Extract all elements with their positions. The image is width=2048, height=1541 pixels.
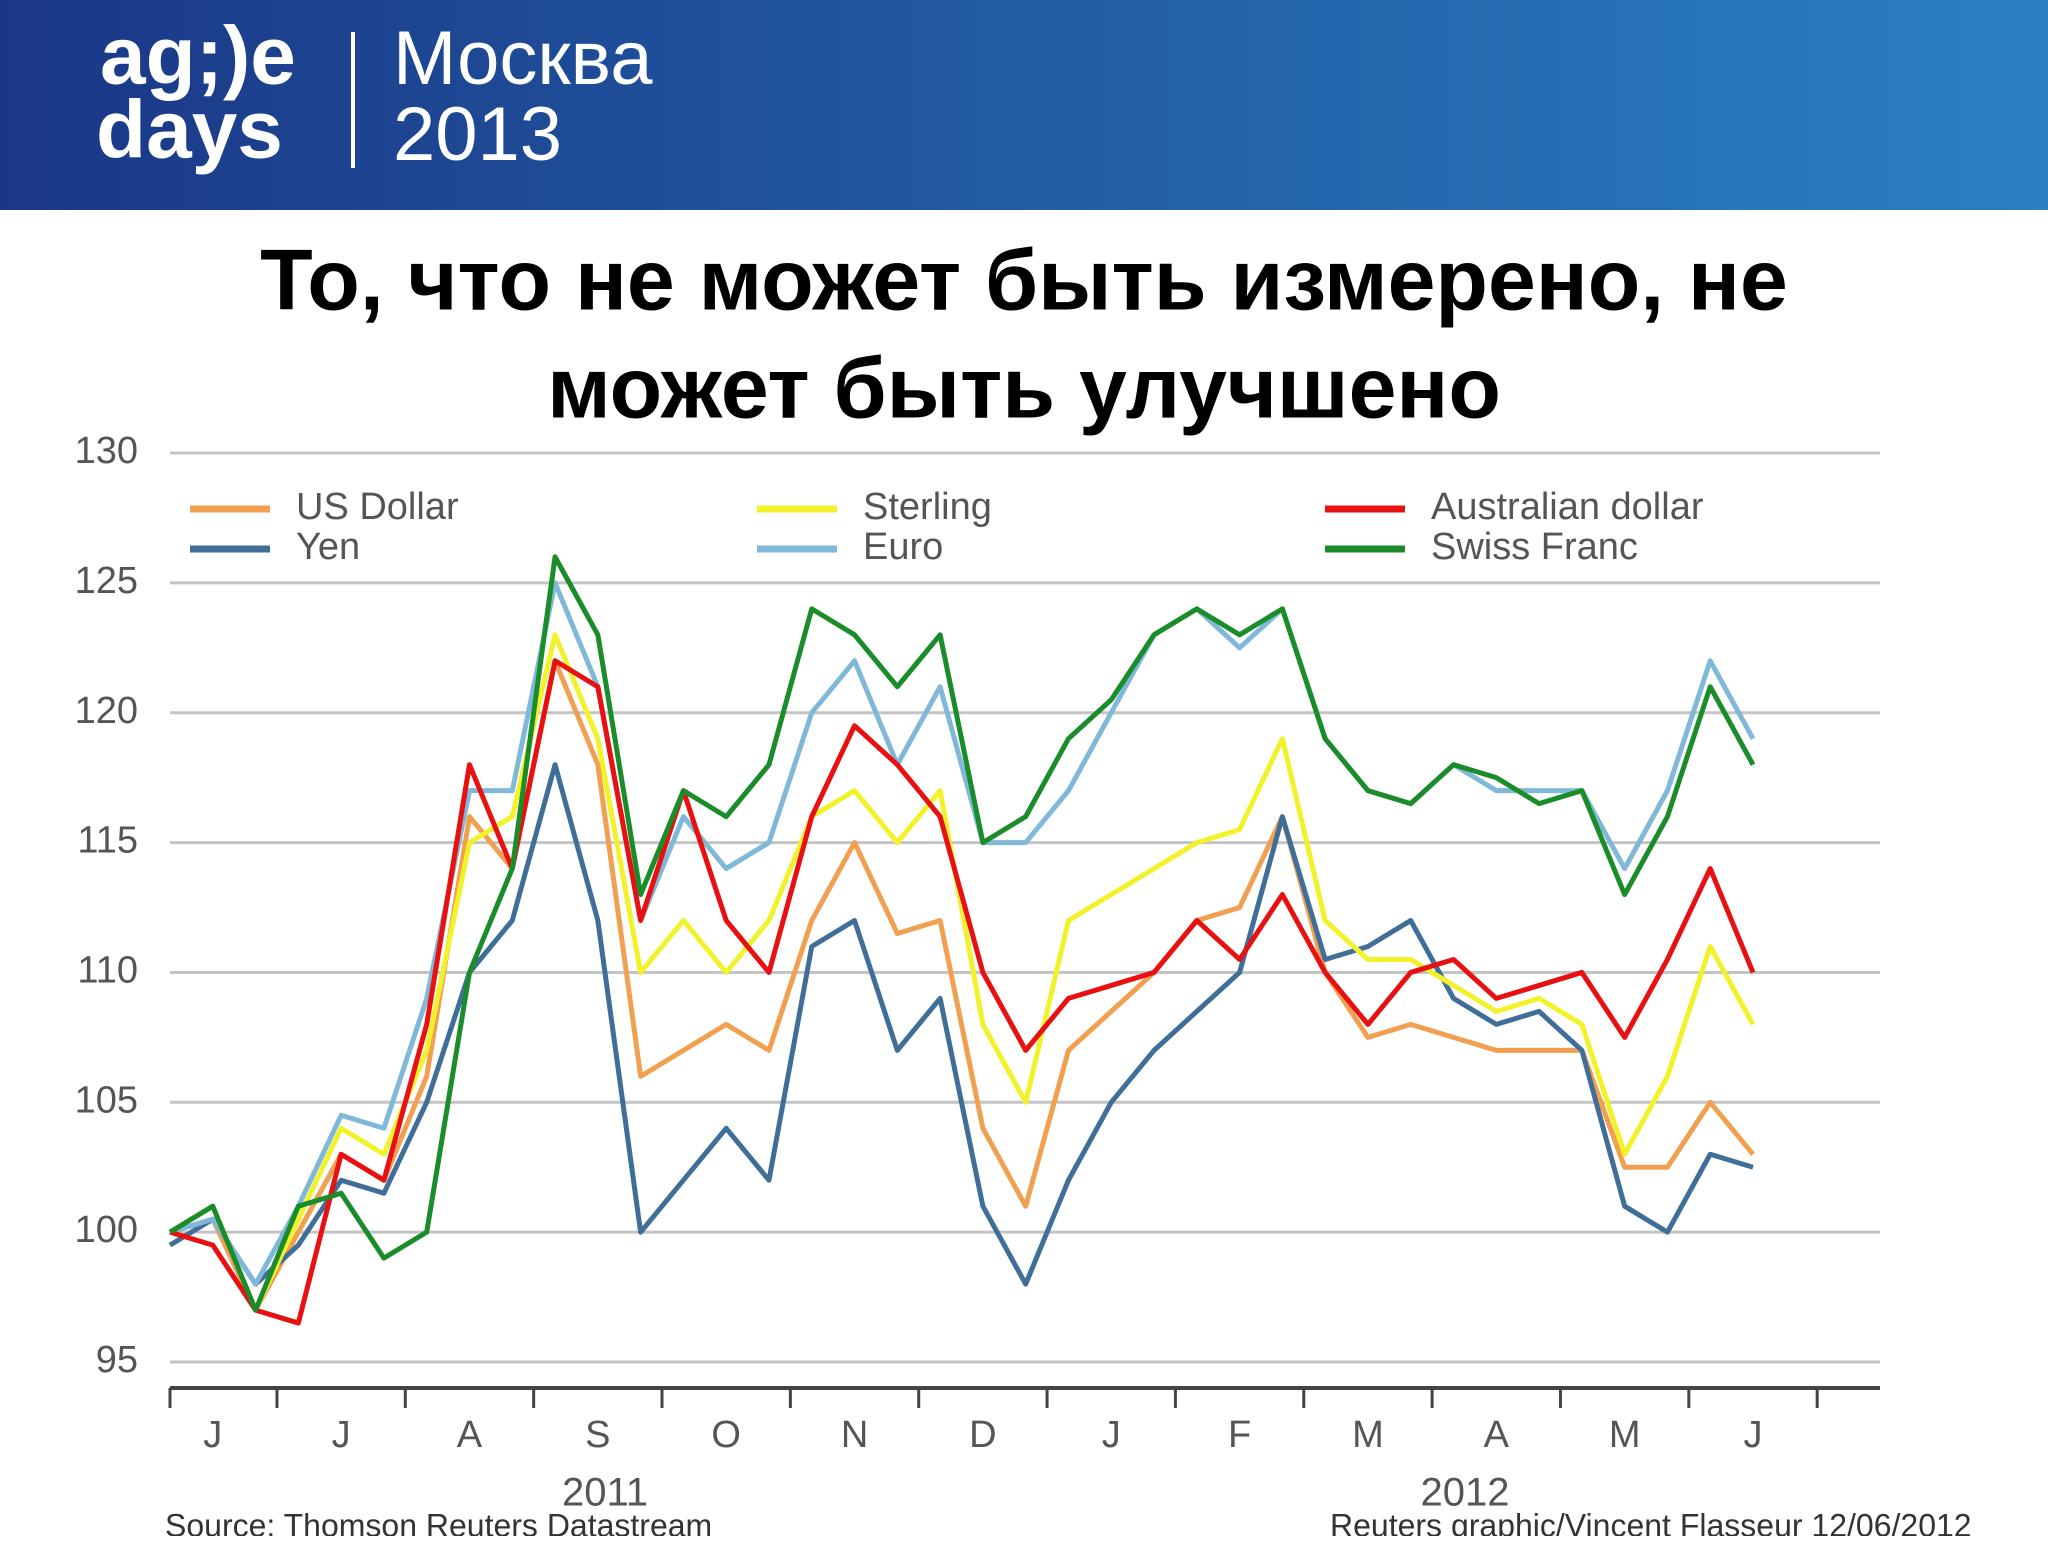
- y-tick-label: 100: [75, 1209, 138, 1251]
- x-tick-label: M: [1352, 1414, 1384, 1456]
- y-tick-label: 110: [77, 949, 138, 991]
- year-label: 2012: [1421, 1471, 1510, 1515]
- series-line: [169, 580, 1756, 1287]
- y-tick-label: 115: [77, 820, 138, 862]
- legend-label: Swiss Franc: [1431, 526, 1638, 568]
- x-tick-label: A: [457, 1414, 483, 1456]
- series-line: [169, 658, 1756, 1326]
- y-tick-label: 95: [96, 1339, 138, 1381]
- slide-title: То, что не может быть измерено, не: [260, 233, 1788, 329]
- header-band: [0, 0, 2048, 210]
- year: 2013: [393, 92, 562, 177]
- y-tick-label: 125: [75, 560, 138, 602]
- series-line: [168, 632, 1756, 1313]
- x-tick-label: J: [332, 1414, 351, 1456]
- x-tick-label: J: [1744, 1414, 1763, 1456]
- x-tick-label: A: [1484, 1414, 1510, 1456]
- y-tick-label: 120: [75, 690, 138, 732]
- series-line: [168, 554, 1756, 1313]
- series-line: [169, 658, 1755, 1313]
- x-tick-label: D: [969, 1414, 996, 1456]
- x-tick-label: J: [1102, 1414, 1121, 1456]
- legend-label: Sterling: [863, 486, 992, 528]
- legend-label: Yen: [296, 526, 360, 568]
- x-tick-label: O: [711, 1414, 741, 1456]
- slide-title: может быть улучшено: [547, 341, 1501, 437]
- series-line: [168, 762, 1754, 1287]
- x-tick-label: N: [841, 1414, 868, 1456]
- logo: days: [96, 85, 283, 176]
- year-label: 2011: [562, 1471, 648, 1515]
- x-tick-label: J: [203, 1414, 222, 1456]
- legend-label: Euro: [863, 526, 943, 568]
- source-note: Reuters graphic/Vincent Flasseur 12/06/2…: [1330, 1507, 1972, 1536]
- logo: ag;)e: [100, 11, 296, 102]
- x-tick-label: S: [585, 1414, 610, 1456]
- legend-label: Australian dollar: [1431, 486, 1704, 528]
- x-tick-label: M: [1609, 1414, 1641, 1456]
- y-tick-label: 105: [75, 1079, 138, 1121]
- legend-label: US Dollar: [296, 486, 459, 528]
- x-tick-label: F: [1228, 1414, 1251, 1456]
- source-note: Source: Thomson Reuters Datastream: [165, 1507, 712, 1536]
- y-tick-label: 130: [75, 430, 138, 472]
- city: Москва: [393, 16, 653, 101]
